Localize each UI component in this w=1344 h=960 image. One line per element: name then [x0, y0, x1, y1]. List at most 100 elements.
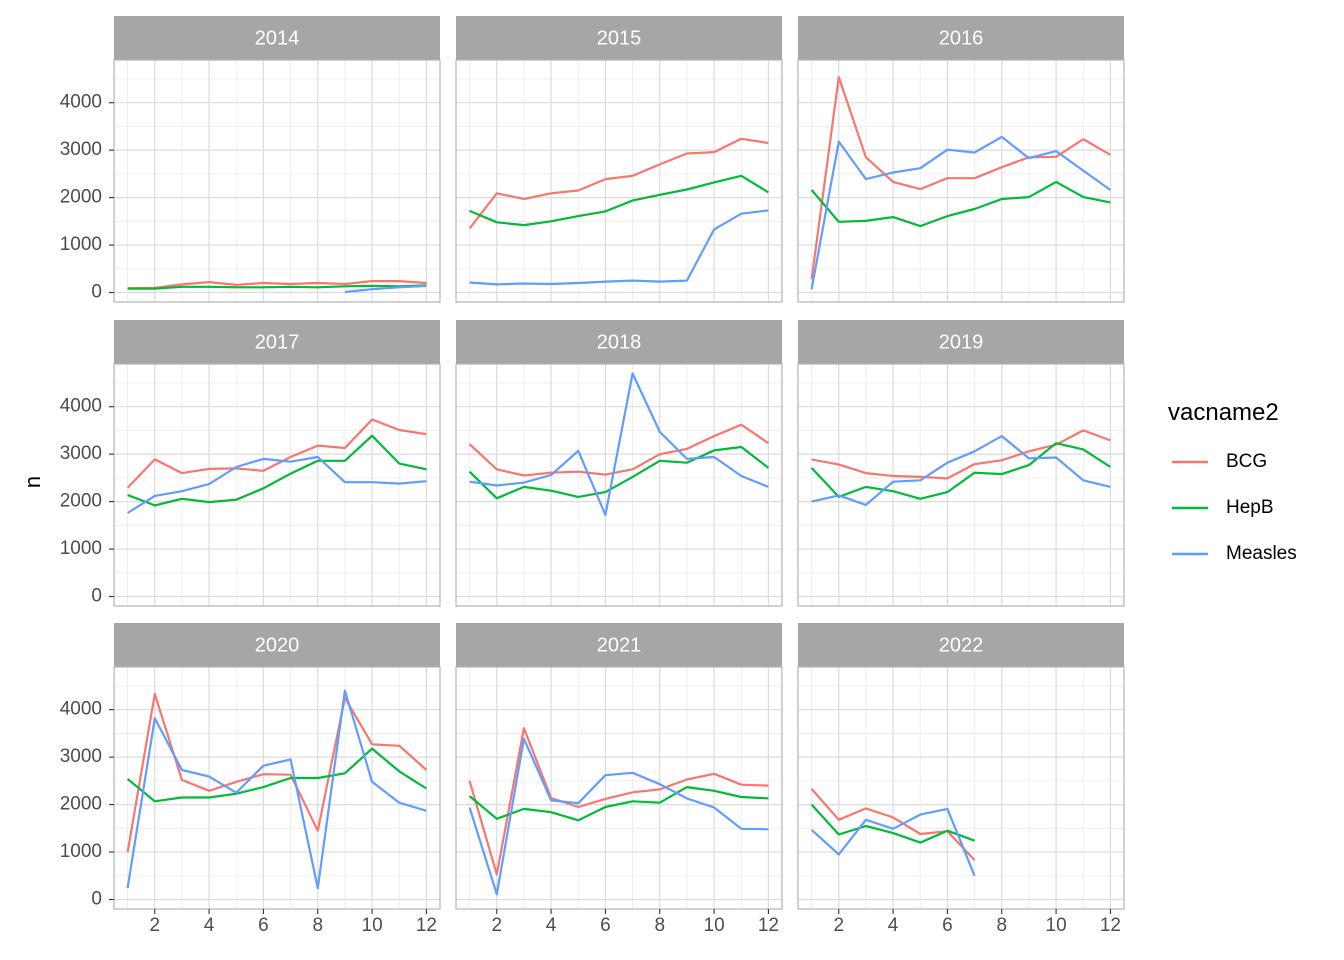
facet-panel-2017: 2017 0 1000 2000 3000 4000 [60, 320, 441, 607]
facet-panel-2022: 2022 2 4 6 8 10 12 [797, 623, 1125, 936]
series-line-bcg [468, 423, 770, 477]
facet-panel-2015: 2015 [455, 16, 783, 303]
y-tick-label: 0 [91, 586, 102, 607]
facet-panel-2019: 2019 [797, 320, 1125, 607]
y-tick-label: 3000 [60, 746, 102, 767]
panel-border [797, 59, 1125, 303]
facet-panel-2014: 2014 0 1000 2000 3000 4000 [60, 16, 441, 303]
x-tick-label: 2 [833, 915, 844, 936]
y-tick-label: 4000 [60, 699, 102, 720]
panel-border [113, 59, 441, 303]
y-axis-title: n [20, 476, 45, 488]
facet-strip [456, 16, 782, 60]
y-tick-label: 3000 [60, 139, 102, 160]
facet-strip-label: 2019 [939, 331, 984, 353]
x-tick-label: 8 [996, 915, 1007, 936]
x-tick-label: 2 [149, 915, 160, 936]
panel-border [455, 363, 783, 607]
x-tick-label: 8 [654, 915, 665, 936]
legend-item-hepb: HepB [1172, 497, 1274, 518]
plot-background [456, 667, 782, 909]
legend-title: vacname2 [1168, 399, 1279, 426]
series-line-measles [469, 209, 769, 286]
x-tick-label: 12 [758, 915, 779, 936]
y-tick-label: 2000 [60, 491, 102, 512]
x-tick-label: 4 [546, 915, 557, 936]
series-line-bcg [127, 280, 427, 290]
series-line-measles [469, 372, 769, 517]
facet-strip-label: 2016 [939, 27, 984, 49]
series-line-bcg [811, 429, 1111, 480]
series-line-hepb [127, 434, 427, 507]
series-line-measles [344, 284, 427, 294]
series-line-bcg [468, 137, 769, 230]
x-tick-label: 12 [1100, 915, 1121, 936]
series-line-hepb [810, 803, 975, 844]
facet-panel-2018: 2018 [455, 320, 783, 607]
x-tick-label: 8 [312, 915, 323, 936]
legend: vacname2 BCG HepB Measles [1168, 399, 1297, 564]
facet-strip-label: 2014 [255, 27, 300, 49]
facet-strip-label: 2015 [597, 27, 642, 49]
facet-strip [114, 320, 440, 364]
facet-strip-label: 2018 [597, 331, 642, 353]
series-line-hepb [468, 785, 769, 822]
plot-background [114, 667, 440, 909]
plot-background [798, 667, 1124, 909]
series-line-measles [810, 135, 1112, 290]
facet-strip [456, 320, 782, 364]
legend-label: Measles [1226, 543, 1297, 564]
facet-panel-2016: 2016 [797, 16, 1125, 303]
facet-strip-label: 2021 [597, 634, 642, 656]
series-line-hepb [468, 445, 770, 500]
series-line-hepb [810, 442, 1111, 500]
series-line-measles [127, 455, 427, 514]
series-line-measles [468, 737, 769, 896]
series-line-bcg [468, 727, 769, 876]
legend-label: HepB [1226, 497, 1274, 518]
x-tick-label: 6 [600, 915, 611, 936]
y-tick-label: 4000 [60, 396, 102, 417]
y-tick-label: 1000 [60, 538, 102, 559]
panel-border [455, 666, 783, 910]
panel-border [455, 59, 783, 303]
facet-strip [114, 16, 440, 60]
series-line-hepb [127, 284, 427, 290]
facet-strip-label: 2020 [255, 634, 300, 656]
plot-background [114, 60, 440, 302]
series-line-measles [811, 435, 1111, 506]
y-tick-label: 2000 [60, 794, 102, 815]
y-tick-label: 1000 [60, 234, 102, 255]
plot-background [798, 60, 1124, 302]
y-tick-label: 0 [91, 282, 102, 303]
series-line-measles [810, 807, 976, 877]
x-tick-label: 4 [888, 915, 899, 936]
y-tick-label: 4000 [60, 92, 102, 113]
facet-strip [798, 16, 1124, 60]
facet-strip-label: 2017 [255, 331, 300, 353]
series-line-measles [126, 689, 427, 890]
series-line-hepb [469, 174, 769, 227]
facet-strip [456, 623, 782, 667]
facet-strip [114, 623, 440, 667]
x-tick-label: 10 [362, 915, 383, 936]
x-tick-label: 12 [416, 915, 437, 936]
x-tick-label: 4 [204, 915, 215, 936]
plot-background [114, 364, 440, 606]
x-tick-label: 10 [704, 915, 725, 936]
panel-border [113, 666, 441, 910]
legend-item-bcg: BCG [1172, 451, 1267, 472]
x-tick-label: 6 [258, 915, 269, 936]
legend-item-measles: Measles [1172, 543, 1297, 564]
y-tick-label: 3000 [60, 443, 102, 464]
x-tick-label: 10 [1046, 915, 1067, 936]
x-tick-label: 2 [491, 915, 502, 936]
facet-panel-2020: 2020 0 1000 2000 3000 4000 2 4 6 8 10 12 [60, 623, 441, 936]
y-tick-label: 0 [91, 889, 102, 910]
plot-background [798, 364, 1124, 606]
facet-strip-label: 2022 [939, 634, 984, 656]
y-tick-label: 1000 [60, 841, 102, 862]
series-line-hepb [810, 180, 1111, 228]
y-tick-label: 2000 [60, 187, 102, 208]
